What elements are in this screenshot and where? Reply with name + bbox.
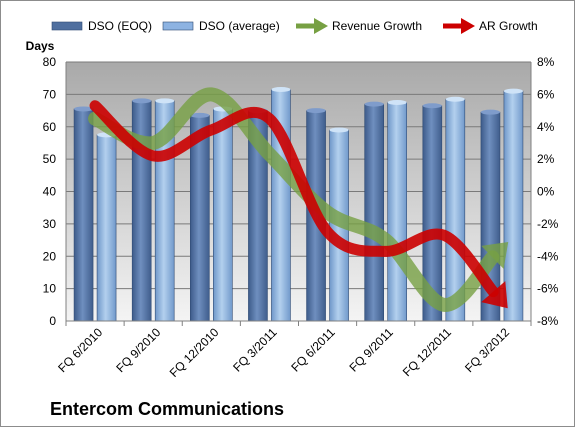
- y-tick-label: 40: [43, 185, 57, 199]
- bar-dso-eoq: [364, 103, 384, 322]
- y2-tick-label: 6%: [537, 87, 555, 101]
- ar-growth-arrowhead: [481, 281, 508, 309]
- y2-tick-label: -2%: [537, 217, 559, 231]
- bar-top: [364, 101, 384, 107]
- y2-tick-label: -4%: [537, 249, 559, 263]
- ar-growth-line: [89, 100, 499, 298]
- y-tick-label: 20: [43, 249, 57, 263]
- y2-tick-label: -8%: [537, 314, 559, 328]
- bar-top: [306, 108, 326, 114]
- bar-dso-average: [387, 102, 407, 322]
- legend-arrowhead: [314, 18, 328, 34]
- legend-swatch: [51, 21, 83, 31]
- y-tick-label: 50: [43, 152, 57, 166]
- legend-arrowhead: [461, 18, 475, 34]
- bar-top: [503, 88, 523, 94]
- y2-tick-label: 8%: [537, 55, 555, 69]
- y-tick-label: 0: [49, 314, 56, 328]
- y2-tick-label: 0%: [537, 185, 555, 199]
- bar-top: [74, 106, 94, 112]
- growth-lines: [88, 87, 509, 312]
- bar-dso-average: [503, 90, 524, 322]
- bar-top: [190, 112, 210, 118]
- bar-top: [445, 96, 465, 102]
- y-axis-label: Days: [26, 39, 55, 53]
- chart-title: Entercom Communications: [50, 399, 284, 419]
- bar-dso-average: [213, 108, 233, 322]
- bar-dso-eoq: [190, 115, 210, 322]
- y2-tick-label: 2%: [537, 152, 555, 166]
- legend: DSO (EOQ) DSO (average) Revenue Growth AR G…: [51, 18, 538, 34]
- revenue-growth-line: [88, 87, 500, 312]
- legend-label: AR Growth: [479, 19, 538, 33]
- y-tick-label: 60: [43, 120, 57, 134]
- y2-tick-label: 4%: [537, 120, 555, 134]
- legend-label: DSO (average): [199, 19, 280, 33]
- bar-top: [271, 87, 291, 93]
- bar-top: [155, 98, 175, 104]
- legend-swatch: [162, 21, 194, 31]
- bar-top: [387, 99, 407, 105]
- legend-label: Revenue Growth: [332, 19, 422, 33]
- legend-label: DSO (EOQ): [88, 19, 152, 33]
- bar-top: [132, 98, 152, 104]
- y-tick-label: 70: [43, 87, 57, 101]
- bar-dso-average: [96, 134, 117, 322]
- bar-top: [422, 103, 442, 109]
- y-tick-label: 30: [43, 217, 57, 231]
- revenue-growth-arrowhead: [481, 242, 509, 269]
- bar-top: [329, 127, 349, 133]
- y2-tick-label: -6%: [537, 282, 559, 296]
- bar-top: [480, 109, 500, 115]
- y-tick-label: 80: [43, 55, 57, 69]
- y-tick-label: 10: [43, 282, 57, 296]
- bar-dso-eoq: [73, 108, 94, 322]
